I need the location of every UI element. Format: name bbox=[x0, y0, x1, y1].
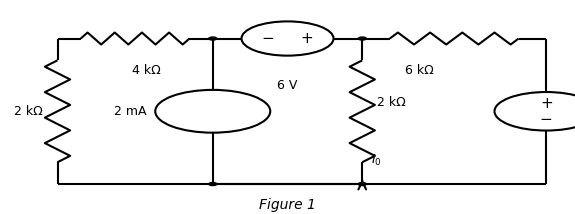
Text: −: − bbox=[262, 31, 274, 46]
Text: +: + bbox=[301, 31, 313, 46]
Circle shape bbox=[242, 21, 334, 56]
Text: 2 kΩ: 2 kΩ bbox=[14, 105, 43, 118]
Text: $I_0$: $I_0$ bbox=[371, 153, 382, 168]
Text: +: + bbox=[540, 96, 553, 111]
Circle shape bbox=[358, 37, 366, 40]
Circle shape bbox=[209, 37, 217, 40]
Text: 6 V: 6 V bbox=[277, 79, 298, 92]
Circle shape bbox=[358, 183, 366, 186]
Circle shape bbox=[494, 92, 575, 131]
Text: −: − bbox=[540, 112, 553, 127]
Text: 4 kΩ: 4 kΩ bbox=[132, 64, 161, 77]
Text: 2 mA: 2 mA bbox=[114, 105, 147, 118]
Text: Figure 1: Figure 1 bbox=[259, 198, 316, 213]
Circle shape bbox=[155, 90, 270, 133]
Text: 2 kΩ: 2 kΩ bbox=[377, 96, 405, 109]
Text: 6 kΩ: 6 kΩ bbox=[405, 64, 434, 77]
Text: 3 V: 3 V bbox=[566, 105, 575, 118]
Circle shape bbox=[209, 183, 217, 186]
